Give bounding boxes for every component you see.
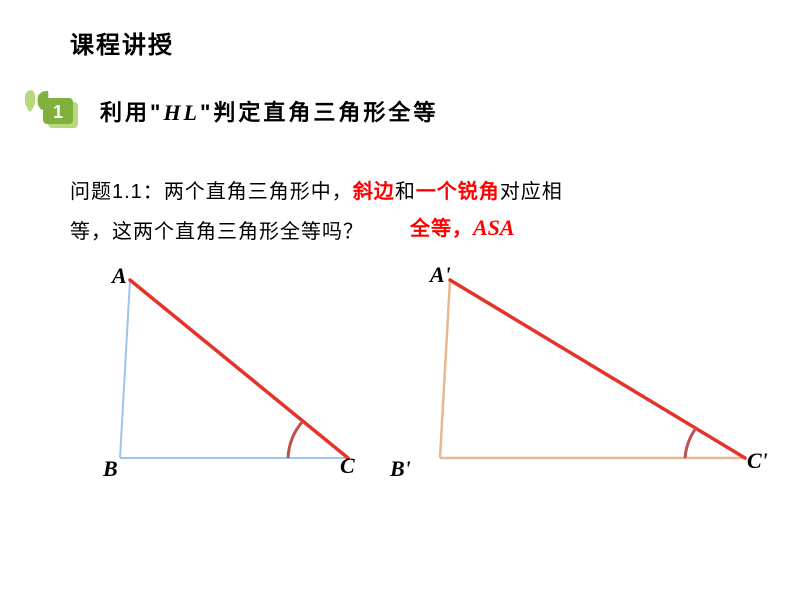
question-part4: 等，这两个直角三角形全等吗？: [70, 221, 364, 243]
triangle2-hypotenuse: [450, 280, 745, 458]
answer-label: 全等，: [410, 218, 473, 240]
section-subtitle: 利用"HL"判定直角三角形全等: [100, 95, 438, 127]
badge-number: 1: [53, 102, 63, 122]
triangle1-hypotenuse: [130, 280, 348, 458]
answer-text: 全等，ASA: [410, 212, 515, 241]
answer-asa: ASA: [473, 215, 515, 240]
question-part2: 和: [395, 181, 416, 203]
triangle1-leg-ab: [120, 280, 130, 458]
triangle2-leg-ab: [440, 280, 450, 458]
vertex-label-a: A: [112, 263, 127, 289]
section-badge: 1: [20, 88, 80, 138]
vertex-label-c: C: [340, 453, 355, 479]
vertex-label-a-prime: A': [430, 262, 451, 288]
diagram-area: A B C A' B' C': [0, 258, 794, 498]
subtitle-hl: HL: [163, 100, 200, 125]
subtitle-suffix: "判定直角三角形全等: [200, 100, 438, 125]
vertex-label-b-prime: B': [390, 456, 411, 482]
vertex-label-c-prime: C': [747, 448, 768, 474]
triangle2-angle-arc: [685, 428, 696, 458]
triangle1-angle-arc: [288, 421, 303, 458]
question-part3: 对应相: [500, 181, 563, 203]
vertex-label-b: B: [103, 456, 118, 482]
question-red2: 一个锐角: [416, 181, 500, 203]
page-title: 课程讲授: [70, 25, 174, 60]
question-red1: 斜边: [353, 181, 395, 203]
question-part1: 两个直角三角形中，: [164, 181, 353, 203]
question-label: 问题1.1：: [70, 181, 164, 203]
subtitle-prefix: 利用": [100, 100, 163, 125]
